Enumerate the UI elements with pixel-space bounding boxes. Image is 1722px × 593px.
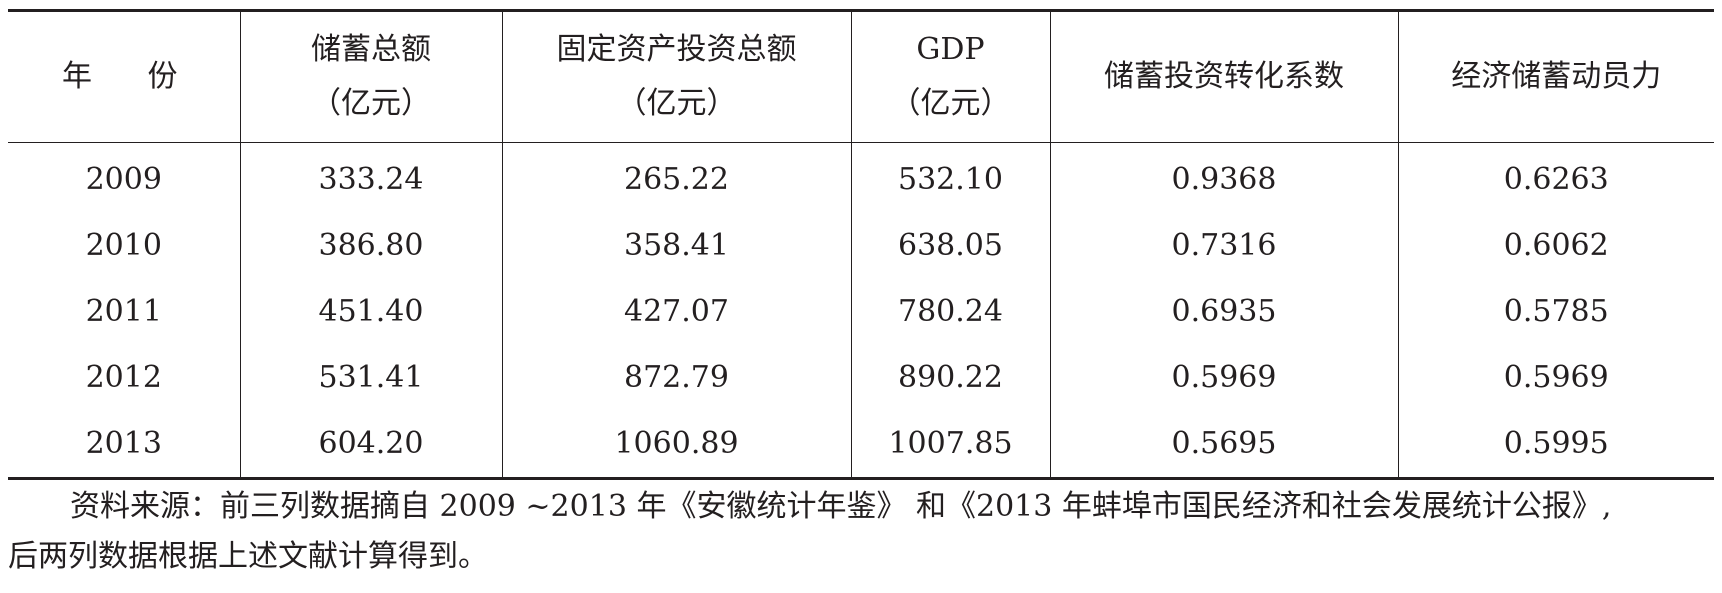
- table-cell: 451.40: [239, 279, 502, 345]
- table-cell: 265.22: [501, 142, 851, 213]
- header-savings-mobilization-title: 经济储蓄动员力: [1451, 59, 1662, 94]
- table-row: 2012 531.41 872.79 890.22 0.5969 0.5969: [8, 345, 1714, 411]
- table-cell: 2013: [85, 426, 162, 461]
- table-cell: 531.41: [239, 345, 502, 411]
- header-savings-unit: （亿元）: [311, 86, 431, 121]
- table-cell: 427.07: [501, 279, 851, 345]
- table-cell: 0.5969: [1397, 345, 1714, 411]
- header-savings: 储蓄总额 （亿元）: [239, 10, 502, 143]
- header-year-char2: 份: [147, 59, 178, 94]
- table-cell: 0.6062: [1397, 213, 1714, 279]
- table-cell: 386.80: [239, 213, 502, 279]
- table-cell: 1007.85: [850, 411, 1050, 479]
- header-conversion-coefficient-title: 储蓄投资转化系数: [1104, 59, 1344, 94]
- header-year-char1: 年: [62, 59, 92, 94]
- table-row: 2011 451.40 427.07 780.24 0.6935 0.5785: [8, 279, 1714, 345]
- table-cell: 0.6263: [1397, 142, 1714, 213]
- table-cell: 532.10: [850, 142, 1050, 213]
- header-fixed-investment: 固定资产投资总额 （亿元）: [501, 10, 851, 143]
- table-cell: 2011: [85, 294, 162, 329]
- header-gdp-unit: （亿元）: [890, 86, 1011, 121]
- table-cell: 0.5969: [1049, 345, 1398, 411]
- source-note-line2: 后两列数据根据上述文献计算得到。: [8, 539, 488, 574]
- table-cell: 2012: [85, 360, 162, 395]
- table-cell: 0.7316: [1049, 213, 1398, 279]
- table-header: 年 份 储蓄总额 （亿元） 固定资产投资总额 （亿元） GDP （亿元）: [8, 10, 1714, 143]
- table-cell: 638.05: [850, 213, 1050, 279]
- header-gdp-title: GDP: [916, 32, 985, 67]
- table-cell: 0.5785: [1397, 279, 1714, 345]
- table-cell: 872.79: [501, 345, 851, 411]
- table-row: 2013 604.20 1060.89 1007.85 0.5695 0.599…: [8, 411, 1714, 479]
- header-year: 年 份: [8, 10, 240, 143]
- table-cell: 0.5695: [1049, 411, 1398, 479]
- table-cell: 604.20: [239, 411, 502, 479]
- table-cell: 358.41: [501, 213, 851, 279]
- table-cell: 890.22: [850, 345, 1050, 411]
- header-fixed-investment-title: 固定资产投资总额: [556, 32, 797, 67]
- table-cell: 1060.89: [501, 411, 851, 479]
- table-cell: 0.9368: [1049, 142, 1398, 213]
- source-note-line1: 资料来源：前三列数据摘自 2009 ~2013 年《安徽统计年鉴》 和《2013…: [70, 489, 1612, 524]
- table-cell: 2009: [85, 162, 162, 197]
- table-row: 2010 386.80 358.41 638.05 0.7316 0.6062: [8, 213, 1714, 279]
- header-gdp: GDP （亿元）: [850, 10, 1050, 143]
- table-cell: 780.24: [850, 279, 1050, 345]
- table-cell: 2010: [85, 228, 162, 263]
- table-cell: 0.5995: [1397, 411, 1714, 479]
- table-cell: 333.24: [239, 142, 502, 213]
- header-fixed-investment-unit: （亿元）: [616, 86, 737, 121]
- header-savings-mobilization: 经济储蓄动员力: [1397, 10, 1714, 143]
- statistics-table: 年 份 储蓄总额 （亿元） 固定资产投资总额 （亿元） GDP （亿元）: [8, 9, 1714, 480]
- table-row: 2009 333.24 265.22 532.10 0.9368 0.6263: [8, 142, 1714, 213]
- table-body: 2009 333.24 265.22 532.10 0.9368 0.6263 …: [8, 142, 1714, 479]
- source-note: 资料来源：前三列数据摘自 2009 ~2013 年《安徽统计年鉴》 和《2013…: [8, 482, 1714, 582]
- table-cell: 0.6935: [1049, 279, 1398, 345]
- header-conversion-coefficient: 储蓄投资转化系数: [1049, 10, 1398, 143]
- header-savings-title: 储蓄总额: [311, 32, 431, 67]
